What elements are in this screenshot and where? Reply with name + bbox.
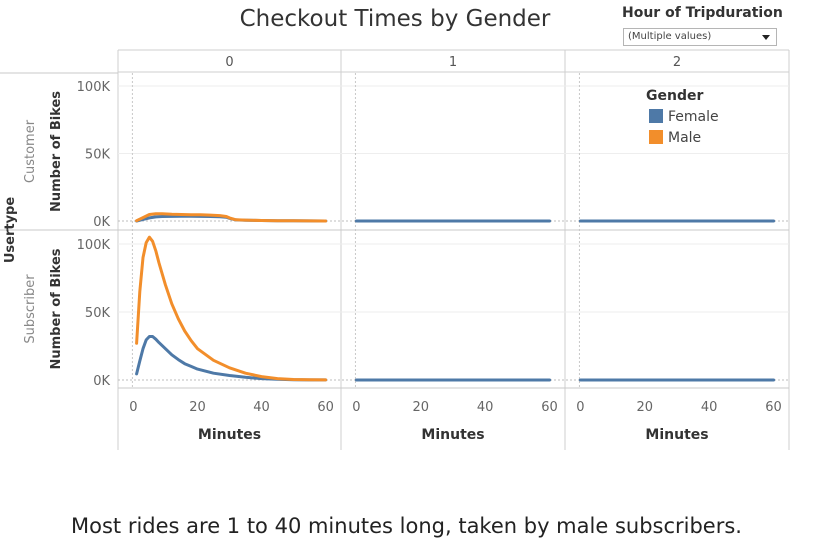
column-header-0: 0 [225,55,233,70]
series-line-female-subscriber-0 [135,335,328,382]
x-tick-label: 0 [352,400,360,415]
x-tick-label: 40 [253,400,270,415]
series-line-male-subscriber-0 [135,235,328,382]
series-line-male-customer-0 [135,212,328,223]
x-axis-title: Minutes [198,427,261,443]
legend-label-female: Female [668,109,719,125]
filter-label: Hour of Tripduration [622,5,783,21]
y-tick-label: 100K [77,238,111,253]
x-tick-label: 20 [413,400,430,415]
legend-swatch-male [649,130,663,144]
trellis-line-chart: 0 1 2 Usertype Customer Number of Bikes 0K 50K 1… [0,49,790,450]
y-tick-label: 100K [77,80,111,95]
x-tick-label: 20 [637,400,654,415]
y-axis-title-subscriber: Number of Bikes [49,248,64,369]
x-tick-label: 20 [189,400,206,415]
chevron-down-icon[interactable] [762,35,770,40]
row-header-subscriber: Subscriber [23,274,38,344]
filter-selected-value: (Multiple values) [628,31,712,42]
legend-label-male: Male [668,130,701,146]
x-tick-label: 60 [541,400,558,415]
legend-title: Gender [646,88,703,104]
y-tick-label: 0K [93,215,110,230]
x-axis-title: Minutes [645,427,708,443]
y-tick-label: 0K [93,374,110,389]
y-tick-label: 50K [85,306,111,321]
row-header-title: Usertype [3,197,18,264]
filter-dropdown[interactable]: (Multiple values) [623,28,777,46]
row-header-customer: Customer [23,119,38,183]
caption: Most rides are 1 to 40 minutes long, tak… [71,514,742,538]
column-header-2: 2 [673,55,681,70]
x-tick-label: 0 [129,400,137,415]
legend-swatch-female [649,109,663,123]
column-header-1: 1 [449,55,457,70]
x-tick-label: 40 [477,400,494,415]
x-axis-title: Minutes [421,427,484,443]
x-tick-label: 60 [765,400,782,415]
x-tick-label: 0 [576,400,584,415]
chart-title: Checkout Times by Gender [239,6,551,32]
x-tick-label: 40 [701,400,718,415]
y-axis-title-customer: Number of Bikes [49,91,64,212]
y-tick-label: 50K [85,148,111,163]
x-tick-label: 60 [317,400,334,415]
